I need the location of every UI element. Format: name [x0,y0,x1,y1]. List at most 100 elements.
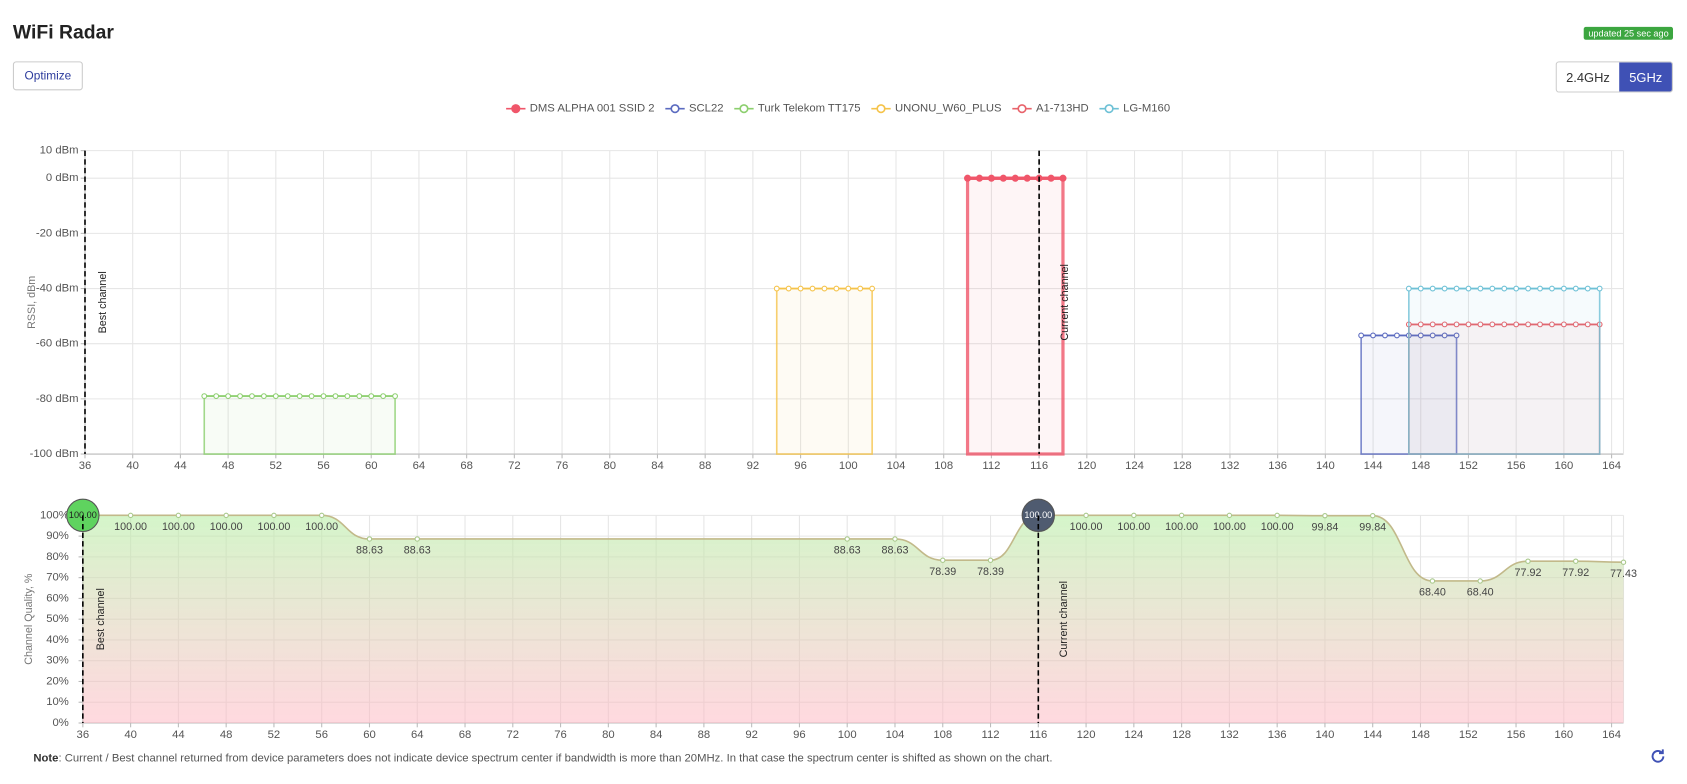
data-point [1441,285,1448,292]
data-point [414,536,420,542]
legend-marker [876,104,886,114]
data-point [1274,512,1280,519]
data-point [1453,321,1460,328]
data-label: 100.00 [162,521,195,533]
legend-item[interactable]: DMS ALPHA 001 SSID 2 [506,103,655,115]
data-point [1513,321,1520,328]
data-point [1572,285,1579,292]
y-tick-label: -80 dBm [36,393,79,405]
data-point [1453,332,1460,339]
page-title: WiFi Radar [12,21,114,44]
band-button[interactable]: 5GHz [1619,62,1672,92]
data-point [356,393,363,400]
legend-item[interactable]: LG-M160 [1099,103,1170,115]
data-point [1453,285,1460,292]
data-point [1501,321,1508,328]
data-point [272,393,279,400]
data-point [1465,285,1472,292]
data-point [249,393,255,400]
legend-label: Turk Telekom TT175 [758,103,861,115]
data-point [271,512,277,519]
data-label: 99.84 [1311,521,1338,533]
data-point [1513,285,1520,292]
legend-label: SCL22 [689,103,724,115]
annotation-label: Best channel [95,588,107,650]
legend-marker [739,104,749,114]
x-tick-label: 36 [77,729,90,741]
data-point [833,285,840,292]
data-label: 88.63 [834,545,861,557]
x-tick-label: 120 [1077,729,1096,741]
x-tick-label: 136 [1268,460,1287,472]
data-point [1394,332,1400,339]
data-point [1584,285,1591,292]
data-point [869,285,876,292]
x-tick-label: 112 [982,729,1000,741]
y-tick-label: 100% [40,509,69,521]
data-point [1537,285,1543,292]
data-point [1417,285,1424,292]
data-label: 100.00 [210,521,243,533]
annotation-label: Best channel [97,271,109,333]
data-point [1226,512,1233,519]
legend-label: LG-M160 [1123,103,1170,115]
x-tick-label: 48 [222,460,235,472]
x-tick-label: 84 [650,729,663,741]
x-tick-label: 80 [602,729,615,741]
optimize-button[interactable]: Optimize [12,61,83,91]
data-point [1178,512,1185,519]
legend-marker [670,104,680,114]
data-point [1477,285,1484,292]
x-tick-label: 136 [1268,729,1287,741]
data-label: 100.00 [305,521,338,533]
x-tick-label: 100 [839,460,858,472]
x-tick-label: 48 [220,729,233,741]
data-point [1322,512,1328,519]
legend-item[interactable]: Turk Telekom TT175 [734,103,861,115]
data-label: 68.40 [1419,587,1446,599]
y-axis-title: Channel Quality, % [23,573,35,665]
legend-label: UNONU_W60_PLUS [895,103,1002,115]
data-label: 100.00 [1165,521,1198,533]
data-point [213,393,220,400]
refresh-button[interactable] [1649,748,1666,765]
data-point [1441,321,1448,328]
y-axis-title: RSSI, dBm [26,276,38,329]
band-button[interactable]: 2.4GHz [1556,62,1620,92]
x-tick-label: 132 [1221,460,1240,472]
data-label: 100.00 [257,521,290,533]
y-tick-label: -60 dBm [36,338,79,350]
data-point [1501,285,1508,292]
x-tick-label: 56 [315,729,328,741]
data-point [1417,332,1424,339]
x-tick-label: 152 [1459,729,1478,741]
data-point [975,174,984,182]
data-label: 100.00 [1261,521,1294,533]
data-point [1429,578,1436,584]
x-tick-label: 124 [1124,729,1143,741]
y-tick-label: 0 dBm [46,172,79,184]
legend-item[interactable]: UNONU_W60_PLUS [871,103,1002,115]
data-label: 78.39 [977,566,1004,578]
data-point [127,512,134,519]
data-point [1023,174,1031,182]
annotation-label: Current channel [1058,581,1070,657]
y-tick-label: -20 dBm [36,227,79,239]
data-point [1572,321,1579,328]
data-label: 100.00 [114,521,147,533]
data-point [964,174,972,182]
annotation-label: Current channel [1059,264,1071,341]
data-point [987,174,995,182]
data-point [773,285,780,292]
data-point [1537,321,1543,328]
legend-item[interactable]: A1-713HD [1012,103,1089,115]
x-tick-label: 96 [793,729,806,741]
x-tick-label: 96 [794,460,807,472]
x-tick-label: 152 [1459,460,1478,472]
data-point [368,393,375,400]
legend-item[interactable]: SCL22 [665,103,724,115]
data-point [1417,321,1424,328]
data-point [332,393,339,400]
